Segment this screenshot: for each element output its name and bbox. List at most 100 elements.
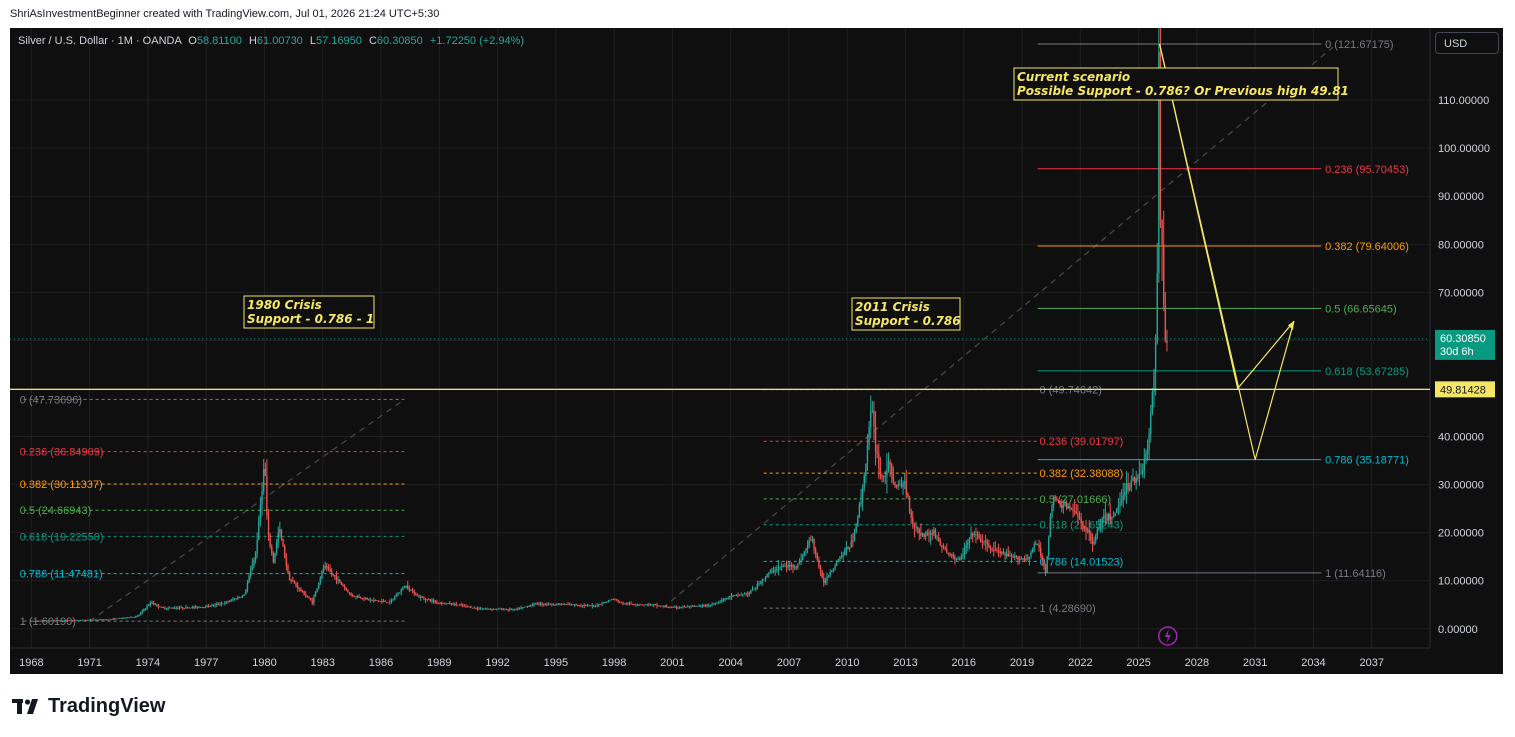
candle-body <box>275 542 278 554</box>
candle-body <box>585 605 587 607</box>
candle-body <box>920 532 922 536</box>
candle-body <box>293 581 296 584</box>
y-tick-label: 0.00000 <box>1438 624 1478 636</box>
candle-body <box>994 550 997 551</box>
candle-body <box>246 582 249 590</box>
candle-body <box>165 608 168 610</box>
candle-body <box>397 593 399 596</box>
annotation-box <box>851 297 961 331</box>
candle-body <box>216 603 218 605</box>
candle-body <box>371 599 373 601</box>
candle-body <box>1005 553 1008 556</box>
candle-body <box>949 553 951 556</box>
candle-body <box>787 565 789 568</box>
x-tick-label: 1968 <box>19 657 43 669</box>
candle-body <box>1133 477 1136 484</box>
candle-body <box>496 608 498 610</box>
candle-body <box>816 554 818 561</box>
candle-body <box>899 484 901 486</box>
price-chart[interactable]: 110.00000 100.00000 90.00000 80.00000 70.000… <box>10 28 1503 674</box>
candle-body <box>96 619 98 621</box>
tradingview-logo[interactable]: TradingView <box>12 695 165 718</box>
candle-body <box>525 606 527 608</box>
candle-body <box>1154 342 1157 372</box>
candle-body <box>1049 516 1052 538</box>
candle-body <box>164 607 166 609</box>
x-tick-label: 2016 <box>952 657 976 669</box>
candle-body <box>280 529 283 539</box>
candle-body <box>1141 470 1144 474</box>
candle-body <box>1025 558 1027 561</box>
candle-body <box>160 607 163 608</box>
candle-body <box>201 607 203 608</box>
candle-body <box>1127 483 1129 490</box>
y-tick-label: 70.00000 <box>1438 287 1484 299</box>
candle-body <box>238 597 241 599</box>
candle-body <box>632 604 634 605</box>
candle-body <box>1039 547 1042 556</box>
candle-body <box>138 614 140 617</box>
candle-body <box>575 604 577 606</box>
candle-body <box>1002 551 1005 553</box>
candle-body <box>641 604 644 606</box>
candle-body <box>892 473 895 482</box>
candle-body <box>622 602 624 605</box>
previous-high-badge <box>1435 381 1495 398</box>
candle-body <box>907 493 909 498</box>
candle-body <box>551 603 553 605</box>
candle-body <box>353 595 356 597</box>
candle-body <box>725 598 728 599</box>
candle-body <box>577 605 579 606</box>
candle-body <box>615 599 618 601</box>
candle-body <box>379 601 381 602</box>
candle-body <box>54 620 56 622</box>
chart-panel[interactable]: 110.00000 100.00000 90.00000 80.00000 70.000… <box>10 28 1503 674</box>
candle-body <box>225 601 228 603</box>
candle-body <box>662 605 665 607</box>
candle-body <box>510 608 513 610</box>
candle-body <box>271 546 273 554</box>
candle-body <box>698 605 700 607</box>
candle-body <box>351 595 354 596</box>
candle-body <box>329 568 331 572</box>
candle-body <box>881 474 883 478</box>
symbol-legend[interactable]: Silver / U.S. Dollar · 1M · OANDA O58.81… <box>18 35 524 47</box>
x-tick-label: 2019 <box>1010 657 1034 669</box>
candle-body <box>578 605 581 607</box>
candle-body <box>44 620 46 622</box>
annotation-text: Support - 0.786 - 1 <box>247 312 374 326</box>
candle-body <box>505 609 508 611</box>
candle-body <box>1070 508 1073 510</box>
candle-body <box>41 620 43 622</box>
currency-button[interactable]: USD <box>1435 32 1499 54</box>
candle-body <box>305 594 307 596</box>
candle-body <box>1098 527 1100 530</box>
candle-body <box>473 607 475 609</box>
candle-body <box>837 561 840 563</box>
candle-body <box>407 585 409 589</box>
candle-body <box>358 596 360 598</box>
candle-body <box>185 607 187 609</box>
candle-body <box>319 578 322 584</box>
candle-body <box>908 497 911 512</box>
candle-body <box>523 606 525 608</box>
candle-body <box>716 603 718 604</box>
candle-body <box>1009 555 1011 557</box>
candle-body <box>253 559 255 566</box>
candle-body <box>897 484 899 487</box>
candle-body <box>1138 473 1141 478</box>
candle-body <box>904 481 906 483</box>
candle-body <box>139 612 142 615</box>
candle-body <box>1082 522 1084 526</box>
current-price-label: 60.30850 <box>1440 333 1486 345</box>
candle-body <box>832 568 835 571</box>
candle-body <box>199 607 202 608</box>
candle-body <box>1159 51 1162 221</box>
candle-body <box>779 566 781 568</box>
candle-body <box>638 604 640 606</box>
x-tick-label: 2004 <box>718 657 742 669</box>
candle-body <box>196 606 198 608</box>
candle-body <box>130 617 132 618</box>
candle-body <box>769 571 772 574</box>
y-tick-label: 80.00000 <box>1438 239 1484 251</box>
